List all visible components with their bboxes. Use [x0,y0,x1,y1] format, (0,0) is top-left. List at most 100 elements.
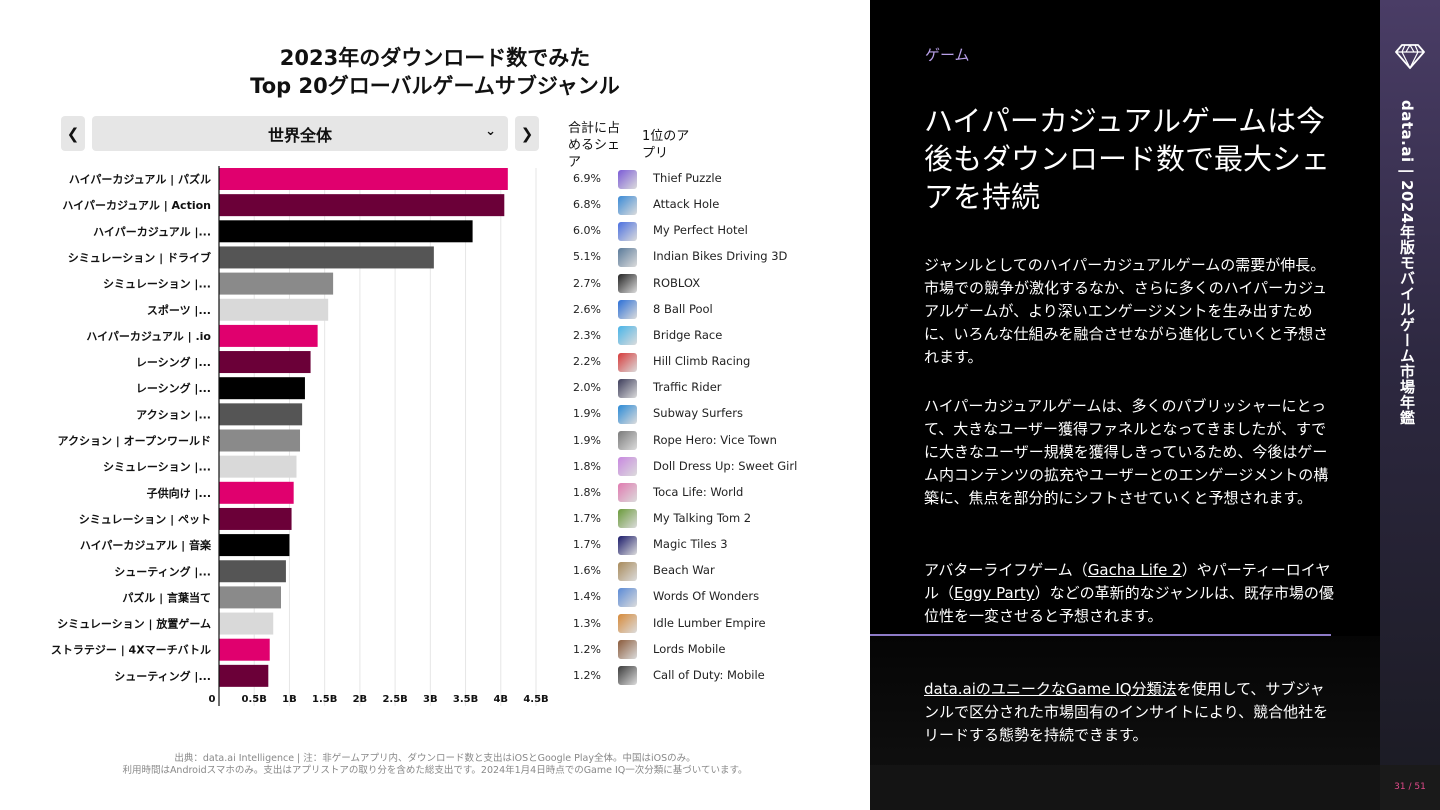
top-app-name: Call of Duty: Mobile [653,667,765,682]
paragraph-3: アバターライフゲーム（Gacha Life 2）やパーティーロイヤル（Eggy … [924,559,1334,628]
bar [219,664,269,687]
top-app-name: ROBLOX [653,275,701,290]
bar [219,429,301,452]
game-iq-link[interactable]: data.aiのユニークなGame IQ分類法 [924,680,1177,698]
share-value: 6.0% [573,224,601,238]
bar [219,455,297,478]
top-app-name: Toca Life: World [653,484,744,499]
next-region-button[interactable]: ❯ [515,116,539,151]
share-value: 2.6% [573,302,601,316]
bar [219,246,434,269]
share-value: 1.3% [573,616,601,630]
category-label: ハイパーカジュアル | .io [86,330,211,343]
category-label: シューティング |... [114,669,211,683]
app-icon [618,666,637,686]
share-value: 1.6% [573,564,601,578]
app-icon [618,247,637,267]
share-value: 1.8% [573,459,601,473]
bar [219,324,318,347]
chart-title-line1: 2023年のダウンロード数でみた [279,46,591,70]
app-icon [618,378,637,398]
top-app-name: My Perfect Hotel [653,223,748,238]
x-tick-label: 3B [423,694,438,705]
share-value: 2.7% [573,276,601,290]
app-icon [618,169,637,189]
share-value: 6.9% [573,172,601,185]
top-app-name: Rope Hero: Vice Town [653,432,777,447]
share-value: 1.9% [573,433,601,447]
paragraph-4: data.aiのユニークなGame IQ分類法を使用して、サブジャンルで区分され… [924,678,1334,747]
category-label: ストラテジー | 4Xマーチバトル [51,644,211,657]
footer-band [870,765,1380,810]
share-value: 1.4% [573,590,601,604]
x-tick-label: 1B [282,694,297,705]
insight-panel: ゲーム ハイパーカジュアルゲームは今後もダウンロード数で最大シェアを持続 ジャン… [870,0,1380,810]
category-label: レーシング |... [136,381,211,395]
app-icon [618,561,637,581]
paragraph-4-text: を使用して、サブジャンルで区分された市場固有のインサイトにより、競合他社をリード… [924,680,1329,744]
bar [219,586,281,609]
chevron-down-icon: ⌄ [485,124,496,139]
category-label: シミュレーション | ペット [79,513,211,526]
app-icon [618,300,637,320]
app-icon [618,404,637,424]
app-icon [618,352,637,372]
category-label: パズル | 言葉当て [122,590,211,604]
divider [870,634,1331,636]
bar [219,403,303,426]
share-value: 2.2% [573,355,601,369]
x-tick-label: 0 [209,694,216,705]
top-app-name: Bridge Race [653,327,723,342]
category-label: シミュレーション |... [103,278,211,291]
bar [219,612,274,635]
bar [219,272,334,295]
app-icon [618,195,637,215]
top-app-name: Indian Bikes Driving 3D [653,249,788,264]
top-app-name: Hill Climb Racing [653,354,751,369]
side-strip-bottom [1380,765,1440,810]
bar [219,534,290,557]
prev-region-button[interactable]: ❮ [61,116,85,151]
region-select[interactable]: 世界全体 ⌄ [92,116,508,151]
app-icon [618,457,637,477]
share-value: 1.7% [573,511,601,525]
app-icon [618,326,637,346]
chevron-left-icon: ❮ [66,124,80,143]
paragraph-3-text-a: アバターライフゲーム（ [924,561,1088,579]
x-tick-label: 4.5B [523,694,548,705]
bar [219,351,311,374]
gacha-life-link[interactable]: Gacha Life 2 [1087,561,1182,579]
top-app-name: Idle Lumber Empire [653,615,766,630]
x-tick-label: 1.5B [312,694,337,705]
category-label: アクション | オープンワールド [58,434,211,448]
bar [219,220,473,243]
share-value: 5.1% [573,250,601,264]
bar [219,377,305,400]
x-tick-label: 2B [353,694,368,705]
share-value: 1.9% [573,407,601,421]
category-label: シミュレーション | 放置ゲーム [57,617,211,631]
category-label: シミュレーション | ドライブ [68,250,211,264]
paragraph-3-text-c: ）などの革新的なジャンルは、既存市場の優位性を一変させると予想されます。 [924,584,1334,625]
top-app-name: Words Of Wonders [653,589,760,604]
share-value: 2.3% [573,328,601,342]
x-tick-label: 4B [493,694,508,705]
app-icon [618,221,637,241]
app-icon [618,483,637,503]
top-app-name: Traffic Rider [653,380,722,395]
bar [219,168,508,190]
eggy-party-link[interactable]: Eggy Party [954,584,1035,602]
headline: ハイパーカジュアルゲームは今後もダウンロード数で最大シェアを持続 [924,104,1331,214]
side-strip: data.ai | 2024年版モバイルゲーム市場年鑑 31 / 51 [1380,0,1440,810]
category-label: ハイパーカジュアル | パズル [69,172,211,186]
top-app-column-header: 1位のアプリ [642,129,690,161]
share-value: 1.2% [573,642,601,656]
x-tick-label: 0.5B [242,694,267,705]
app-icon [618,535,637,555]
top-app-name: Doll Dress Up: Sweet Girl [653,458,798,473]
source-note: 出典：data.ai Intelligence | 注：非ゲームアプリ内、ダウン… [60,753,810,777]
category-label: シューティング |... [114,564,211,578]
share-value: 1.8% [573,485,601,499]
category-label: アクション |... [136,408,211,421]
